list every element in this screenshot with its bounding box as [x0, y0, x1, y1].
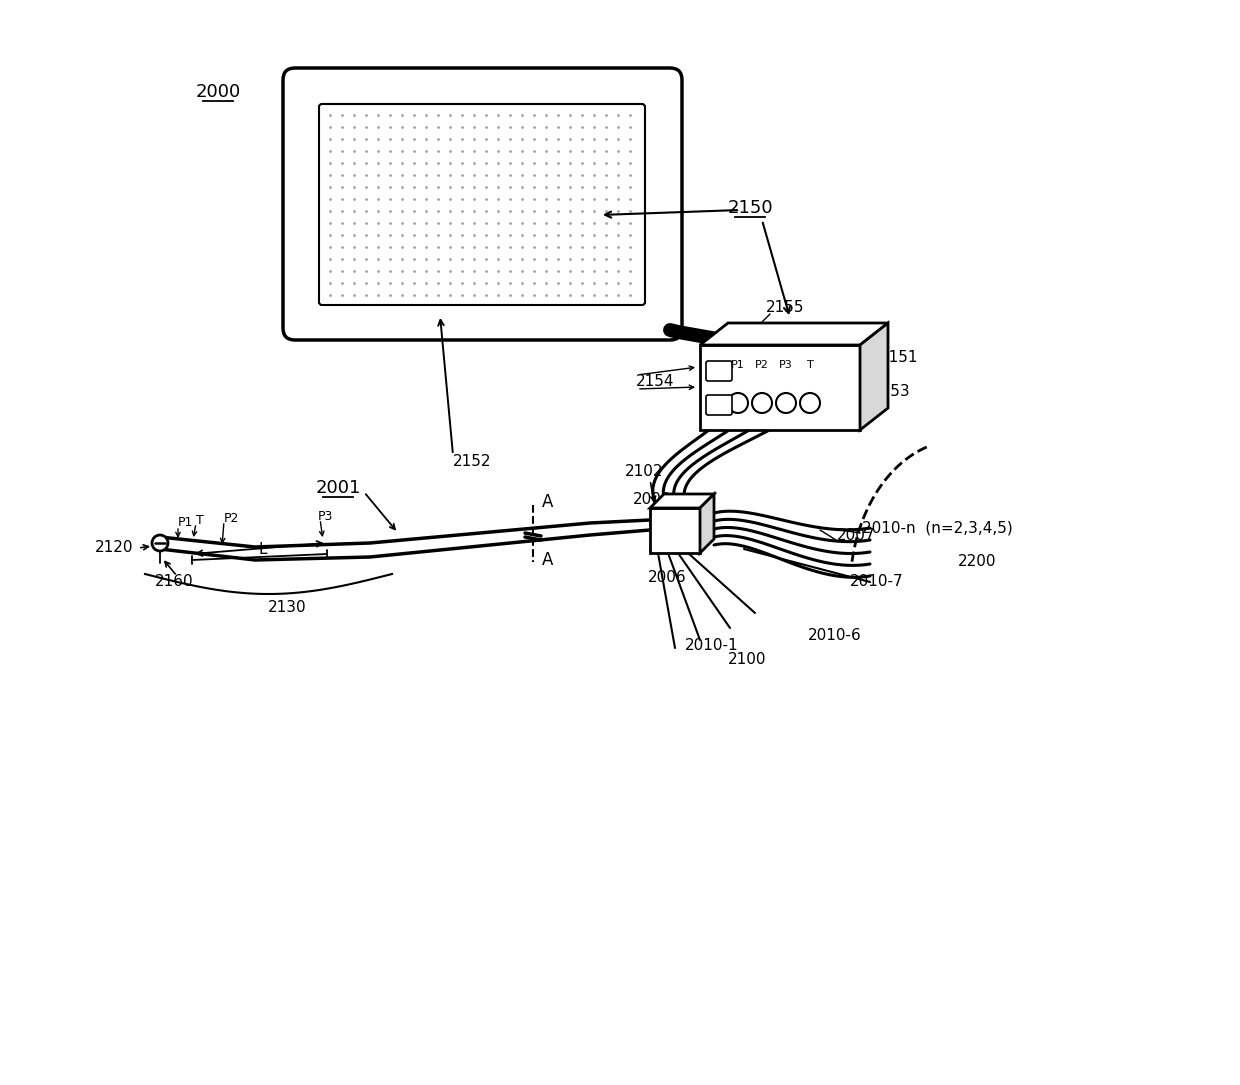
FancyBboxPatch shape: [706, 395, 732, 414]
Circle shape: [751, 393, 773, 413]
Text: 2150: 2150: [727, 199, 773, 217]
Circle shape: [800, 393, 820, 413]
Text: A: A: [542, 493, 553, 511]
Text: P1: P1: [732, 360, 745, 370]
Circle shape: [776, 393, 796, 413]
Text: 2200: 2200: [959, 554, 997, 570]
Text: 2007: 2007: [837, 527, 875, 542]
Text: 2010-7: 2010-7: [849, 574, 904, 589]
FancyBboxPatch shape: [701, 345, 861, 430]
Text: P2: P2: [755, 360, 769, 370]
Text: P3: P3: [317, 510, 334, 523]
Text: 2120: 2120: [95, 540, 134, 556]
Text: 2001: 2001: [315, 478, 361, 497]
Text: 2000: 2000: [196, 82, 241, 101]
Text: A: A: [542, 551, 553, 569]
Text: T: T: [807, 360, 813, 370]
Text: P1: P1: [179, 516, 193, 529]
Text: 2100: 2100: [728, 652, 766, 667]
Text: 2010-n  (n=2,3,4,5): 2010-n (n=2,3,4,5): [862, 521, 1013, 536]
Text: P3: P3: [779, 360, 792, 370]
FancyBboxPatch shape: [283, 68, 682, 340]
Text: 2155: 2155: [766, 301, 805, 316]
FancyBboxPatch shape: [650, 508, 701, 553]
Polygon shape: [701, 323, 888, 345]
Text: L: L: [258, 541, 267, 557]
Text: 2006: 2006: [649, 571, 687, 586]
Text: 2153: 2153: [872, 384, 910, 399]
Text: 2002: 2002: [649, 540, 687, 556]
Text: 2010-1: 2010-1: [684, 638, 739, 652]
Text: T: T: [196, 513, 203, 526]
FancyBboxPatch shape: [319, 104, 645, 305]
FancyBboxPatch shape: [706, 361, 732, 381]
Circle shape: [728, 393, 748, 413]
Text: 2160: 2160: [155, 574, 193, 589]
Text: 2130: 2130: [268, 600, 306, 614]
Polygon shape: [701, 494, 714, 553]
Text: 2151: 2151: [880, 350, 919, 366]
Text: 2010-6: 2010-6: [808, 627, 862, 642]
Text: 2008: 2008: [632, 493, 672, 508]
Text: 2102: 2102: [625, 464, 663, 480]
Polygon shape: [861, 323, 888, 430]
Text: 2152: 2152: [453, 455, 491, 470]
Polygon shape: [650, 494, 714, 508]
Text: P2: P2: [224, 511, 239, 524]
Circle shape: [153, 535, 167, 551]
Text: 2154: 2154: [636, 374, 675, 390]
